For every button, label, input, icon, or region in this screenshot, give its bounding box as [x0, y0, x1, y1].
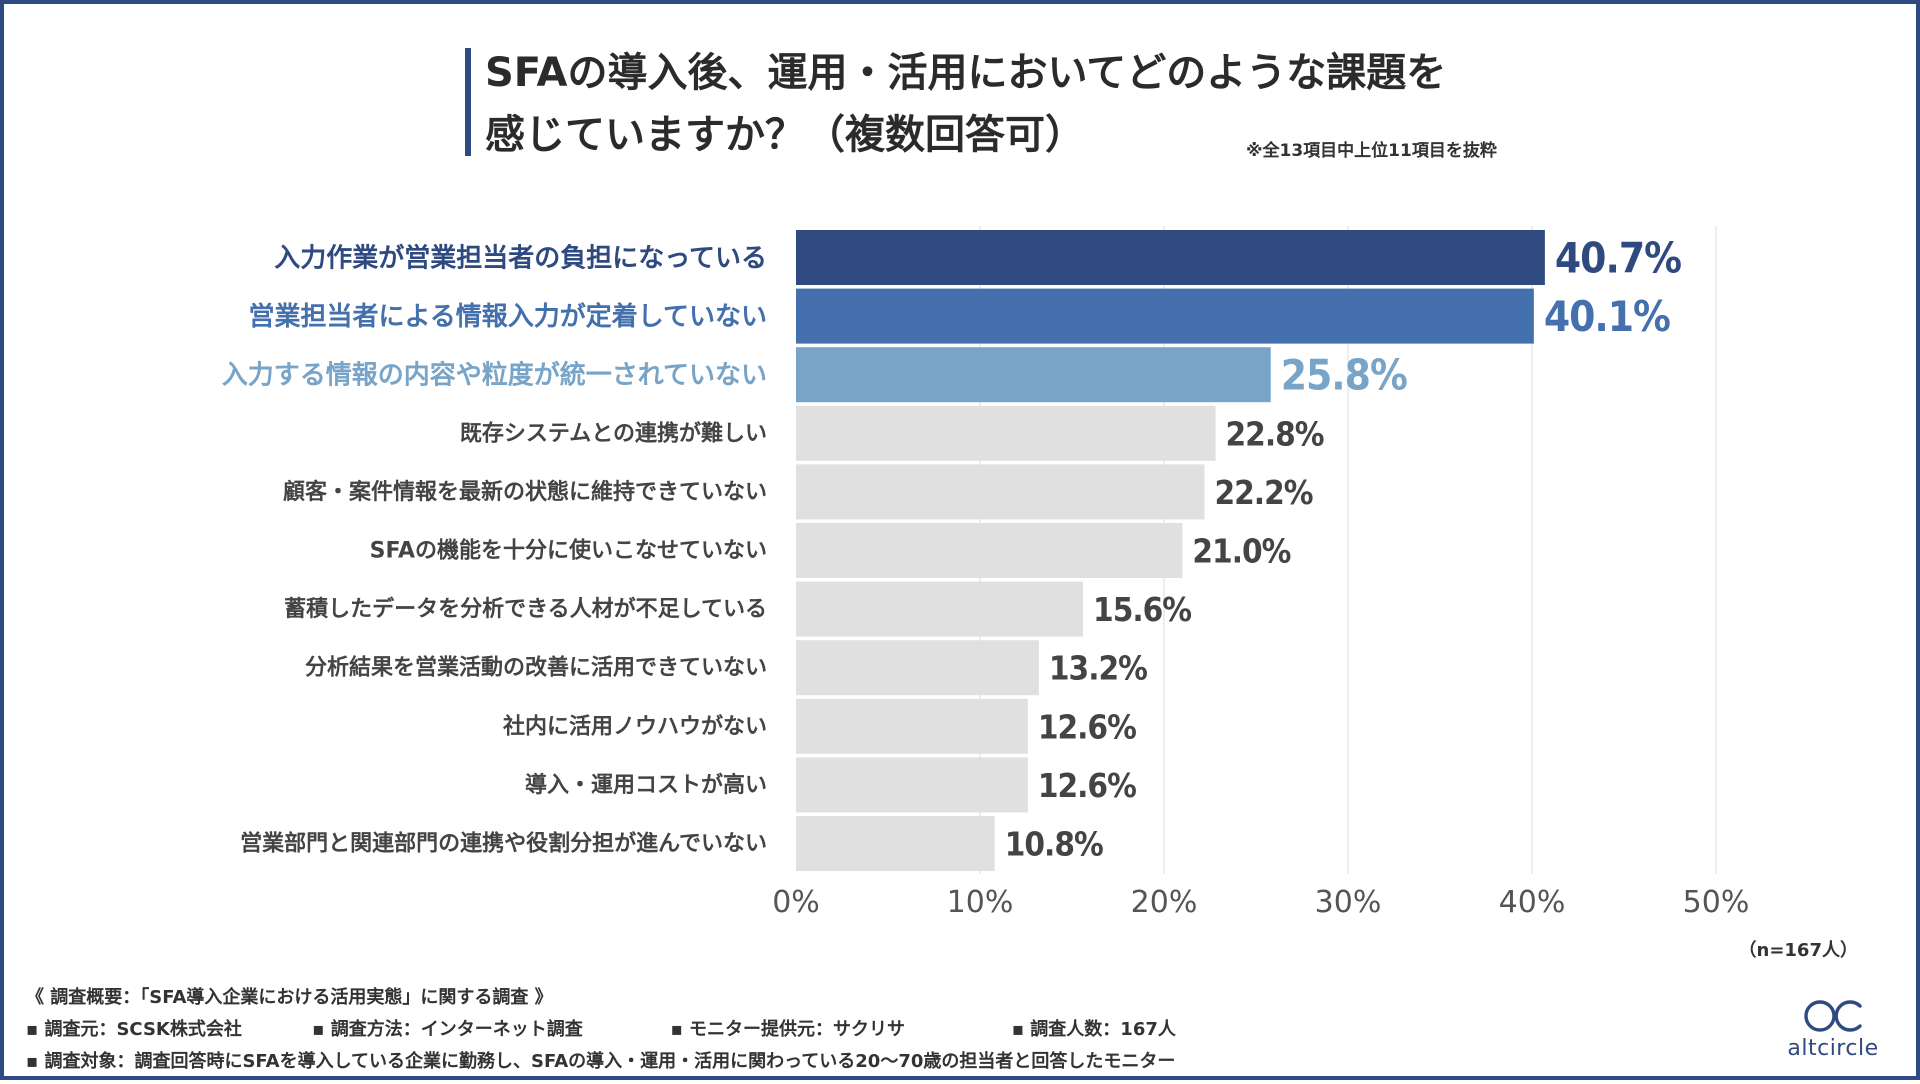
survey-source: ▪ 調査元：SCSK株式会社: [26, 1019, 242, 1040]
survey-method: ▪ 調査方法：インターネット調査: [312, 1019, 583, 1040]
value-label: 22.2%: [1214, 473, 1312, 512]
bar: [796, 640, 1039, 696]
category-label: 顧客・案件情報を最新の状態に維持できていない: [283, 479, 767, 505]
sample-size: （n=167人）: [1738, 940, 1858, 961]
value-label: 10.8%: [1005, 825, 1103, 864]
x-tick-label: 0%: [772, 885, 820, 920]
value-label: 12.6%: [1038, 766, 1136, 805]
category-label: 蓄積したデータを分析できる人材が不足している: [284, 596, 767, 622]
value-label: 25.8%: [1281, 351, 1407, 400]
category-label: 社内に活用ノウハウがない: [503, 713, 767, 739]
value-label: 13.2%: [1049, 649, 1147, 688]
value-label: 15.6%: [1093, 590, 1191, 629]
bar: [796, 581, 1084, 637]
value-label: 40.7%: [1555, 234, 1681, 283]
bar: [796, 464, 1205, 520]
survey-provider: ▪ モニター提供元：サクリサ: [670, 1019, 906, 1040]
x-tick-label: 20%: [1131, 885, 1198, 920]
survey-details-row: ▪ 調査元：SCSK株式会社 ▪ 調査方法：インターネット調査 ▪ モニター提供…: [26, 1014, 1176, 1046]
survey-count: ▪ 調査人数：167人: [1011, 1019, 1176, 1040]
category-label: 分析結果を営業活動の改善に活用できていない: [305, 655, 767, 681]
chart-note: ※全13項目中上位11項目を抜粋: [1246, 141, 1497, 161]
x-tick-label: 30%: [1315, 885, 1382, 920]
value-label: 12.6%: [1038, 707, 1136, 746]
bar: [796, 347, 1271, 403]
x-tick-label: 10%: [947, 885, 1014, 920]
category-label: 既存システムとの連携が難しい: [460, 420, 767, 446]
double-circle-logo-icon: [1804, 1000, 1862, 1032]
bar: [796, 288, 1534, 344]
bar: [796, 230, 1545, 285]
bar-chart: 0% 10% 20% 30% 40% 50% 入力作業が営業担当者の負担になっている 40.7…: [222, 226, 1750, 920]
category-label: SFAの機能を十分に使いこなせていない: [370, 538, 767, 564]
bar: [796, 405, 1216, 461]
chart-title: SFAの導入後、運用・活用においてどのような課題を 感じていますか？（複数回答可…: [485, 42, 1446, 166]
x-tick-label: 40%: [1499, 885, 1566, 920]
survey-target: ▪ 調査対象：調査回答時にSFAを導入している企業に勤務し、SFAの導入・運用・…: [26, 1051, 1176, 1072]
survey-overview: 《 調査概要：「SFA導入企業における活用実態」に関する調査 》: [26, 987, 553, 1008]
category-label: 入力する情報の内容や粒度が統一されていない: [222, 360, 767, 391]
bar: [796, 816, 995, 871]
survey-footer: 《 調査概要：「SFA導入企業における活用実態」に関する調査 》 ▪ 調査元：S…: [26, 982, 1176, 1078]
bar: [796, 757, 1028, 813]
logo-text: altcircle: [1787, 1036, 1879, 1061]
title-accent-bar: [465, 48, 471, 156]
category-label: 営業担当者による情報入力が定着していない: [249, 301, 767, 332]
category-label: 営業部門と関連部門の連携や役割分担が進んでいない: [240, 831, 767, 857]
x-tick-label: 50%: [1683, 885, 1750, 920]
category-label: 導入・運用コストが高い: [525, 772, 767, 798]
value-label: 40.1%: [1544, 292, 1670, 341]
bar: [796, 698, 1028, 754]
company-logo: altcircle: [1780, 998, 1886, 1061]
chart-title-line2: 感じていますか？（複数回答可）: [485, 112, 1085, 158]
value-label: 21.0%: [1192, 532, 1290, 571]
bar: [796, 523, 1183, 578]
category-label: 入力作業が営業担当者の負担になっている: [274, 243, 767, 274]
chart-title-line1: SFAの導入後、運用・活用においてどのような課題を: [485, 50, 1447, 96]
value-label: 22.8%: [1226, 414, 1324, 453]
